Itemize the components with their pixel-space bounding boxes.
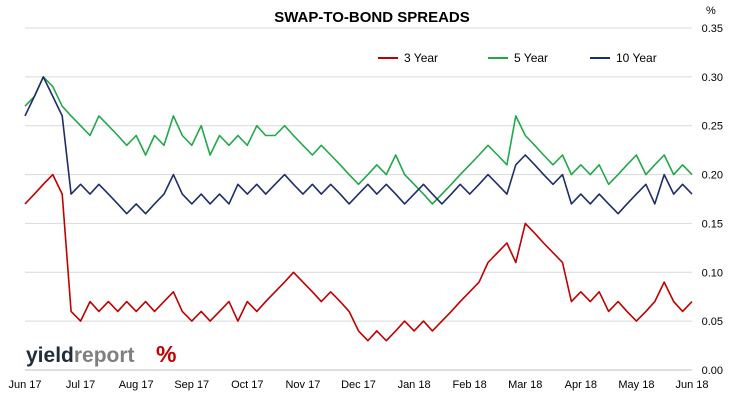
x-tick-label: Nov 17 <box>285 379 320 391</box>
x-tick-label: Jan 18 <box>398 379 431 391</box>
y-axis-tick-labels: 0.00 0.05 0.10 0.15 0.20 0.25 0.30 0.35 <box>702 23 723 377</box>
legend-label: 10 Year <box>616 51 657 65</box>
y-axis-unit-label: % <box>706 5 716 17</box>
y-tick-label: 0.10 <box>702 267 723 279</box>
y-tick-label: 0.25 <box>702 121 723 133</box>
y-tick-label: 0.35 <box>702 23 723 35</box>
svg-text:yieldreport: yieldreport <box>26 344 135 367</box>
y-tick-label: 0.30 <box>702 72 723 84</box>
series-line-3-year <box>24 173 693 342</box>
yieldreport-logo: yieldreport % <box>26 341 176 367</box>
legend: 3 Year 5 Year 10 Year <box>378 51 657 65</box>
x-tick-label: Apr 18 <box>565 379 597 391</box>
y-tick-label: 0.20 <box>702 170 723 182</box>
x-tick-label: Jul 17 <box>66 379 95 391</box>
x-axis-tick-labels: Jun 17 Jul 17 Aug 17 Sep 17 Oct 17 Nov 17 Dec … <box>8 379 708 391</box>
logo-text-yield: yield <box>26 344 74 367</box>
x-tick-label: Aug 17 <box>119 379 154 391</box>
x-tick-label: Oct 17 <box>231 379 263 391</box>
y-tick-label: 0.15 <box>702 218 723 230</box>
x-tick-label: Feb 18 <box>453 379 487 391</box>
x-tick-label: May 18 <box>618 379 654 391</box>
series-line-5-year <box>24 76 693 205</box>
y-tick-label: 0.05 <box>702 316 723 328</box>
y-tick-label: 0.00 <box>702 365 723 377</box>
gridlines <box>25 27 692 322</box>
legend-label: 3 Year <box>404 51 438 65</box>
x-tick-label: Jun 18 <box>675 379 708 391</box>
chart-title: SWAP-TO-BOND SPREADS <box>274 9 470 26</box>
x-tick-label: Jun 17 <box>8 379 41 391</box>
logo-percent-icon: % <box>156 341 176 367</box>
x-tick-label: Dec 17 <box>341 379 376 391</box>
x-tick-label: Sep 17 <box>174 379 209 391</box>
x-tick-label: Mar 18 <box>508 379 542 391</box>
series-line-10-year <box>24 76 693 215</box>
logo-text-report: report <box>74 344 135 367</box>
series-lines <box>24 76 693 342</box>
legend-label: 5 Year <box>514 51 548 65</box>
